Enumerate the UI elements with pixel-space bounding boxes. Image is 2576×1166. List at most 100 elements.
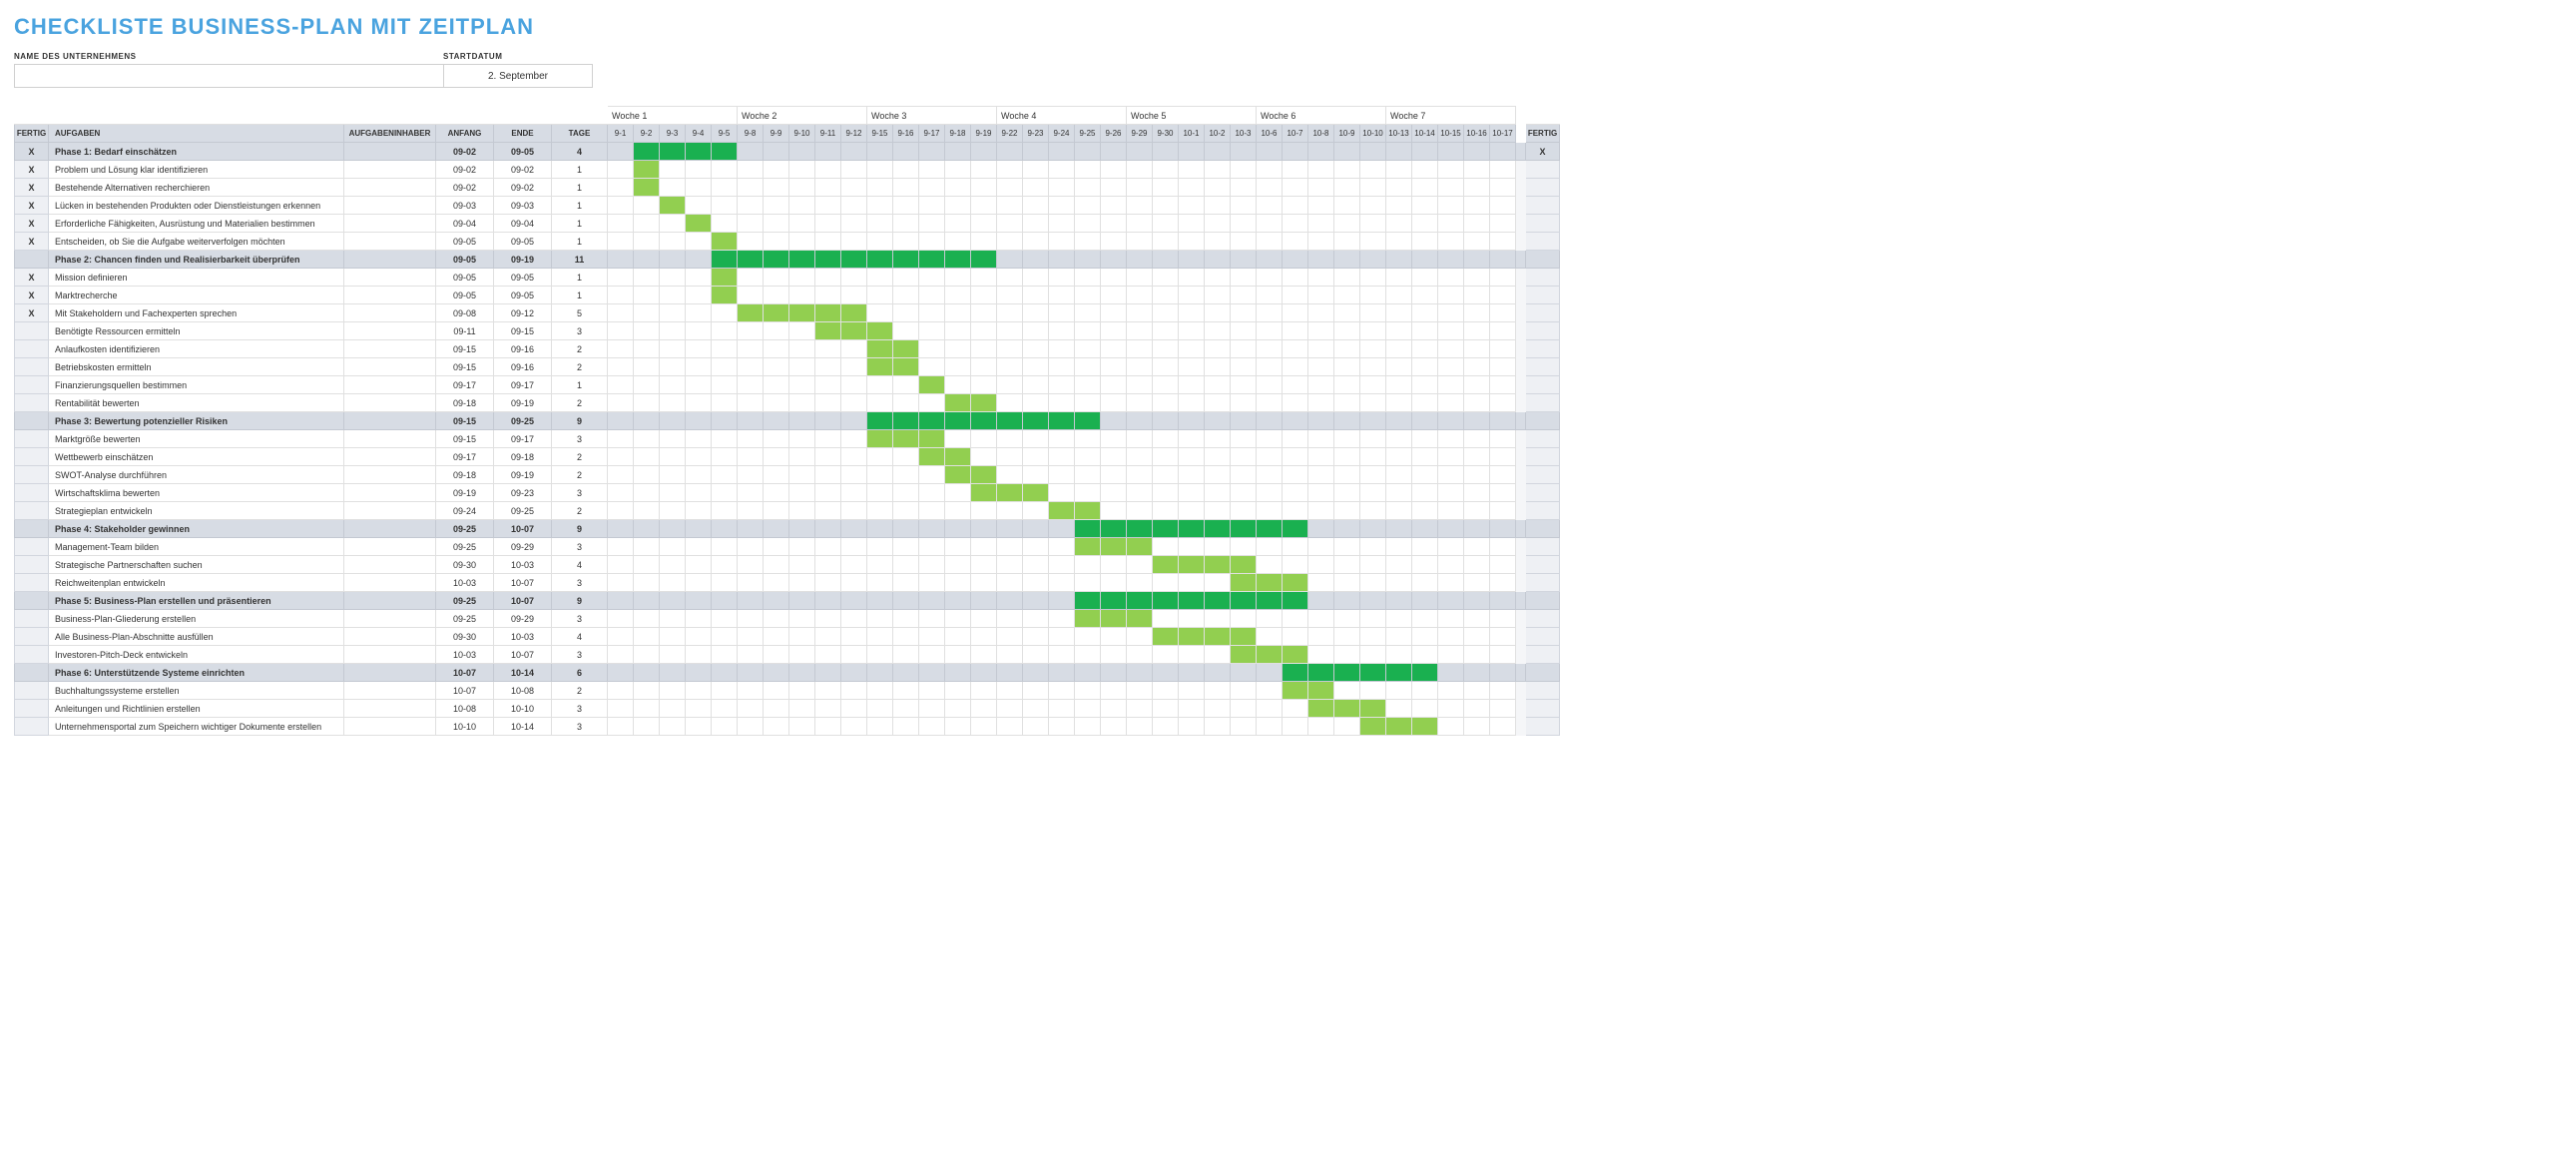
done-cell-right[interactable]: [1526, 610, 1560, 628]
done-cell[interactable]: [15, 664, 49, 682]
end-cell[interactable]: 09-23: [494, 484, 552, 502]
task-cell[interactable]: Betriebskosten ermitteln: [49, 358, 344, 376]
done-cell[interactable]: [15, 502, 49, 520]
owner-cell[interactable]: [344, 322, 436, 340]
owner-cell[interactable]: [344, 700, 436, 718]
task-cell[interactable]: Buchhaltungssysteme erstellen: [49, 682, 344, 700]
start-cell[interactable]: 09-05: [436, 287, 494, 304]
end-cell[interactable]: 09-19: [494, 394, 552, 412]
days-cell[interactable]: 3: [552, 574, 608, 592]
task-cell[interactable]: Anlaufkosten identifizieren: [49, 340, 344, 358]
done-cell-right[interactable]: [1526, 376, 1560, 394]
start-cell[interactable]: 09-18: [436, 466, 494, 484]
end-cell[interactable]: 09-25: [494, 412, 552, 430]
days-cell[interactable]: 4: [552, 143, 608, 161]
start-cell[interactable]: 09-11: [436, 322, 494, 340]
owner-cell[interactable]: [344, 592, 436, 610]
end-cell[interactable]: 10-07: [494, 646, 552, 664]
days-cell[interactable]: 3: [552, 646, 608, 664]
done-cell[interactable]: [15, 484, 49, 502]
days-cell[interactable]: 9: [552, 412, 608, 430]
end-cell[interactable]: 09-02: [494, 179, 552, 197]
owner-cell[interactable]: [344, 520, 436, 538]
days-cell[interactable]: 2: [552, 682, 608, 700]
days-cell[interactable]: 3: [552, 610, 608, 628]
end-cell[interactable]: 10-10: [494, 700, 552, 718]
task-cell[interactable]: Phase 5: Business-Plan erstellen und prä…: [49, 592, 344, 610]
done-cell-right[interactable]: [1526, 664, 1560, 682]
done-cell-right[interactable]: [1526, 215, 1560, 233]
days-cell[interactable]: 2: [552, 448, 608, 466]
start-cell[interactable]: 09-25: [436, 610, 494, 628]
owner-cell[interactable]: [344, 664, 436, 682]
done-cell[interactable]: X: [15, 304, 49, 322]
owner-cell[interactable]: [344, 233, 436, 251]
end-cell[interactable]: 09-05: [494, 143, 552, 161]
task-cell[interactable]: Marktrecherche: [49, 287, 344, 304]
owner-cell[interactable]: [344, 682, 436, 700]
done-cell[interactable]: [15, 628, 49, 646]
days-cell[interactable]: 3: [552, 322, 608, 340]
task-cell[interactable]: Phase 2: Chancen finden und Realisierbar…: [49, 251, 344, 269]
owner-cell[interactable]: [344, 269, 436, 287]
days-cell[interactable]: 3: [552, 430, 608, 448]
end-cell[interactable]: 09-16: [494, 358, 552, 376]
done-cell[interactable]: [15, 700, 49, 718]
end-cell[interactable]: 09-17: [494, 376, 552, 394]
done-cell[interactable]: [15, 394, 49, 412]
owner-cell[interactable]: [344, 466, 436, 484]
done-cell[interactable]: [15, 412, 49, 430]
end-cell[interactable]: 09-16: [494, 340, 552, 358]
days-cell[interactable]: 1: [552, 197, 608, 215]
start-cell[interactable]: 09-05: [436, 251, 494, 269]
end-cell[interactable]: 10-14: [494, 664, 552, 682]
end-cell[interactable]: 09-17: [494, 430, 552, 448]
days-cell[interactable]: 1: [552, 215, 608, 233]
done-cell-right[interactable]: [1526, 430, 1560, 448]
start-cell[interactable]: 10-03: [436, 574, 494, 592]
owner-cell[interactable]: [344, 610, 436, 628]
done-cell[interactable]: [15, 556, 49, 574]
owner-cell[interactable]: [344, 430, 436, 448]
task-cell[interactable]: Management-Team bilden: [49, 538, 344, 556]
owner-cell[interactable]: [344, 376, 436, 394]
end-cell[interactable]: 10-07: [494, 574, 552, 592]
start-cell[interactable]: 09-30: [436, 628, 494, 646]
done-cell[interactable]: X: [15, 233, 49, 251]
days-cell[interactable]: 1: [552, 233, 608, 251]
task-cell[interactable]: Rentabilität bewerten: [49, 394, 344, 412]
start-cell[interactable]: 09-15: [436, 340, 494, 358]
done-cell[interactable]: X: [15, 269, 49, 287]
done-cell-right[interactable]: [1526, 646, 1560, 664]
owner-cell[interactable]: [344, 304, 436, 322]
end-cell[interactable]: 09-12: [494, 304, 552, 322]
task-cell[interactable]: Wirtschaftsklima bewerten: [49, 484, 344, 502]
task-cell[interactable]: Phase 4: Stakeholder gewinnen: [49, 520, 344, 538]
done-cell[interactable]: [15, 682, 49, 700]
task-cell[interactable]: Entscheiden, ob Sie die Aufgabe weiterve…: [49, 233, 344, 251]
end-cell[interactable]: 09-15: [494, 322, 552, 340]
done-cell-right[interactable]: [1526, 538, 1560, 556]
task-cell[interactable]: Investoren-Pitch-Deck entwickeln: [49, 646, 344, 664]
task-cell[interactable]: Mit Stakeholdern und Fachexperten sprech…: [49, 304, 344, 322]
done-cell[interactable]: [15, 466, 49, 484]
done-cell[interactable]: [15, 538, 49, 556]
days-cell[interactable]: 2: [552, 466, 608, 484]
end-cell[interactable]: 09-29: [494, 610, 552, 628]
done-cell[interactable]: [15, 592, 49, 610]
start-cell[interactable]: 09-02: [436, 143, 494, 161]
done-cell-right[interactable]: [1526, 340, 1560, 358]
task-cell[interactable]: Strategische Partnerschaften suchen: [49, 556, 344, 574]
days-cell[interactable]: 2: [552, 394, 608, 412]
start-cell[interactable]: 09-25: [436, 538, 494, 556]
start-cell[interactable]: 09-17: [436, 448, 494, 466]
done-cell[interactable]: [15, 520, 49, 538]
task-cell[interactable]: Bestehende Alternativen recherchieren: [49, 179, 344, 197]
done-cell-right[interactable]: [1526, 251, 1560, 269]
task-cell[interactable]: Wettbewerb einschätzen: [49, 448, 344, 466]
end-cell[interactable]: 10-03: [494, 628, 552, 646]
owner-cell[interactable]: [344, 484, 436, 502]
done-cell[interactable]: [15, 376, 49, 394]
owner-cell[interactable]: [344, 143, 436, 161]
done-cell-right[interactable]: [1526, 574, 1560, 592]
